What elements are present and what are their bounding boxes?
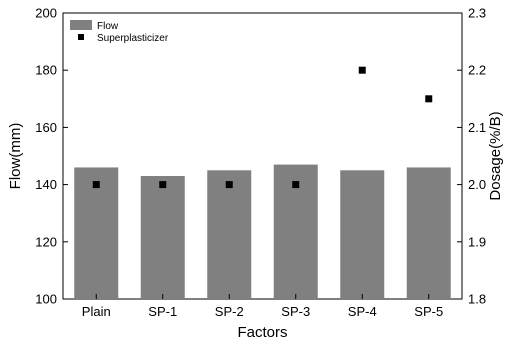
x-tick-label: SP-1 — [148, 304, 177, 319]
y-axis-title: Flow(mm) — [7, 123, 24, 190]
flow-bar-sp-5 — [406, 167, 451, 299]
y2-tick-label: 1.8 — [468, 292, 486, 307]
superplasticizer-point-sp-2 — [225, 181, 233, 189]
superplasticizer-point-plain — [92, 181, 100, 189]
plot-area — [62, 12, 463, 300]
legend-label-superplasticizer: Superplasticizer — [97, 33, 169, 44]
x-tick-label: SP-5 — [414, 304, 443, 319]
y2-tick-label: 2.1 — [468, 120, 486, 135]
x-tick-label: SP-4 — [348, 304, 377, 319]
x-tick-label: SP-3 — [281, 304, 310, 319]
legend-label-flow: Flow — [97, 21, 119, 32]
y-tick-label: 180 — [35, 63, 57, 78]
x-ticks-group: Plain SP-1 SP-2 SP-3 SP-4 SP-5 — [82, 294, 443, 319]
superplasticizer-point-sp-3 — [292, 181, 300, 189]
flow-bar-sp-4 — [340, 170, 385, 299]
y2-tick-label: 2.3 — [468, 6, 486, 21]
superplasticizer-point-sp-5 — [425, 95, 433, 103]
y-tick-label: 200 — [35, 6, 57, 21]
x-tick-label: Plain — [82, 304, 111, 319]
legend: Flow Superplasticizer — [70, 20, 169, 44]
y2-ticks-group: 1.8 1.9 2.0 2.1 2.2 2.3 — [457, 6, 486, 307]
superplasticizer-point-sp-4 — [358, 66, 366, 74]
flow-bar-sp-1 — [140, 176, 185, 299]
y-tick-label: 120 — [35, 234, 57, 249]
x-tick-label: SP-2 — [215, 304, 244, 319]
y2-tick-label: 1.9 — [468, 234, 486, 249]
superplasticizer-point-sp-1 — [159, 181, 167, 189]
y2-tick-label: 2.2 — [468, 63, 486, 78]
y2-axis-title: Dosage(%/B) — [487, 111, 504, 200]
y-tick-label: 100 — [35, 292, 57, 307]
legend-swatch-superplasticizer — [78, 34, 84, 40]
y2-tick-label: 2.0 — [468, 177, 486, 192]
legend-swatch-flow — [70, 20, 92, 30]
y-tick-label: 160 — [35, 120, 57, 135]
markers-group — [92, 66, 433, 189]
flow-bar-plain — [74, 167, 119, 299]
y-tick-label: 140 — [35, 177, 57, 192]
x-axis-title: Factors — [237, 324, 287, 341]
flow-bar-sp-2 — [207, 170, 252, 299]
y-ticks-group: 100 120 140 160 180 200 — [35, 6, 68, 307]
